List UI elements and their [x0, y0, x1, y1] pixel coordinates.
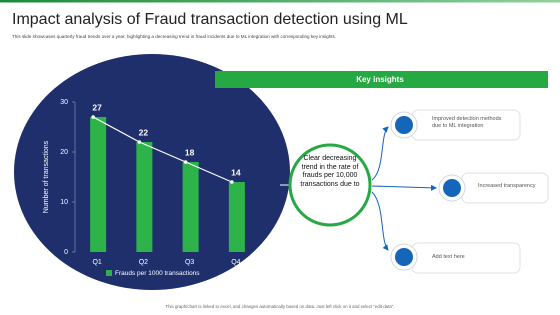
legend-label: Frauds per 1000 transactions: [115, 270, 200, 277]
footer: This graph/chart is linked to excel, and…: [165, 304, 395, 309]
center-text: Clear decreasing trend in the rate of fr…: [300, 155, 360, 188]
x-tick-label: Q4: [231, 259, 240, 266]
y-tick-label: 10: [60, 199, 68, 206]
trend-point: [183, 160, 188, 164]
insight-text: Add text here: [432, 254, 465, 260]
insight-text: Improved detection methods due to ML int…: [432, 116, 502, 129]
insight-text: Increased transparency: [478, 183, 536, 189]
connector: [371, 191, 389, 251]
value-label: 27: [92, 102, 102, 112]
insight-2: [438, 172, 549, 204]
connector: [371, 184, 437, 191]
value-label: 18: [185, 147, 195, 157]
x-tick-label: Q1: [92, 259, 101, 266]
bar: [182, 162, 199, 252]
trend-point: [137, 140, 142, 144]
x-tick-label: Q2: [139, 259, 148, 266]
trend-line: [92, 116, 233, 183]
top-rule: [0, 0, 560, 3]
insights-header-bar: [215, 71, 548, 88]
value-label: 14: [231, 167, 241, 177]
title: Impact analysis of Fraud transaction det…: [12, 11, 408, 28]
insights-header: Key insights: [356, 75, 404, 84]
value-label: 22: [139, 127, 149, 137]
subtitle: This slide showcases quarterly fraud tre…: [12, 34, 337, 39]
insight-1: [390, 109, 521, 141]
y-axis-label: Number of transactions: [43, 140, 50, 213]
x-tick-label: Q3: [185, 259, 194, 266]
legend-swatch: [106, 270, 112, 276]
center-circle: [288, 143, 372, 227]
y-tick-label: 30: [60, 99, 68, 106]
bar: [136, 142, 153, 252]
bar: [228, 182, 245, 252]
bar: [90, 117, 107, 252]
trend-point: [230, 180, 234, 184]
y-tick-label: 0: [64, 249, 68, 256]
y-tick-label: 20: [60, 149, 68, 156]
trend-point: [91, 115, 95, 119]
insight-3: [390, 242, 521, 274]
connector: [371, 126, 389, 181]
